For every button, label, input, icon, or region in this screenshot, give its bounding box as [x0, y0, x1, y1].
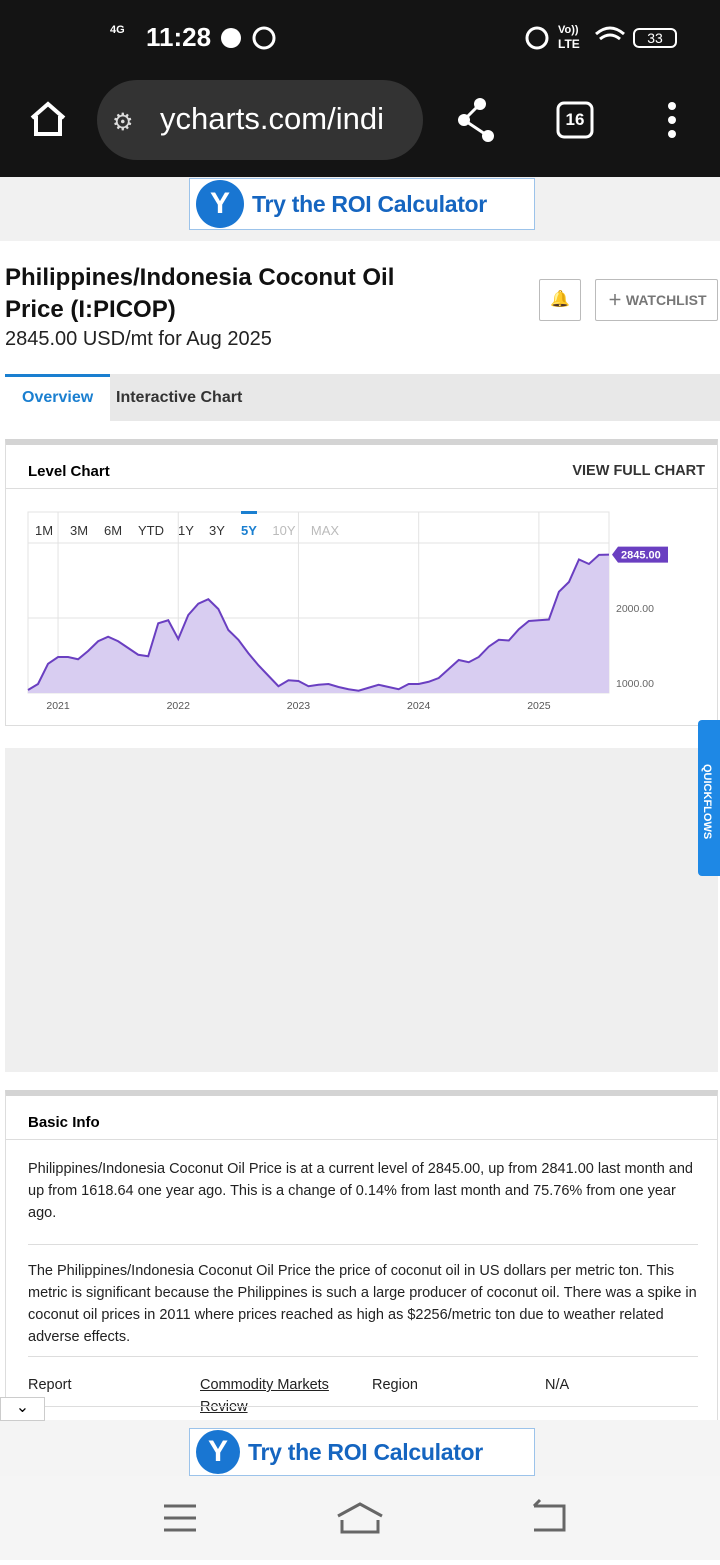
value-label-box: [612, 546, 668, 563]
range-button[interactable]: 5Y: [241, 523, 257, 538]
line: [27, 553, 610, 692]
status-icon: [221, 28, 241, 48]
menu-icon[interactable]: [668, 130, 676, 138]
info-label: Region: [372, 1377, 418, 1393]
tab-count[interactable]: 16: [565, 110, 585, 129]
paragraph: Philippines/Indonesia Coconut Oil Price …: [28, 1161, 693, 1221]
recent-button[interactable]: [164, 1504, 196, 1532]
lte: LTE: [558, 37, 580, 51]
info-value[interactable]: Commodity Markets Review: [200, 1377, 329, 1415]
range-button[interactable]: 1Y: [178, 523, 194, 538]
range-indicator: [241, 511, 257, 514]
url[interactable]: ycharts.com/indi: [160, 101, 384, 136]
chart: 1000.00 2000.00 2021 2022 2023 2024 2025 2845.0…: [27, 511, 668, 712]
battery: 33: [633, 28, 677, 48]
range-button[interactable]: 1M: [35, 523, 53, 538]
divider: [28, 1406, 698, 1407]
ad-banner[interactable]: Y Try the ROI Calculator: [189, 178, 535, 230]
network: 4G: [110, 24, 125, 36]
x-tick-label: 2021: [46, 700, 70, 712]
alert-button[interactable]: 🔔: [539, 279, 581, 321]
home-button[interactable]: [337, 1502, 383, 1534]
watchlist-button[interactable]: ＋ WATCHLIST: [595, 279, 718, 321]
y-tick-label: 2000.00: [616, 603, 654, 615]
range-button[interactable]: 3M: [70, 523, 88, 538]
tab-bar: Overview Interactive Chart: [5, 374, 720, 421]
x-tick-label: 2022: [167, 700, 191, 712]
url-bar[interactable]: [97, 80, 423, 160]
range-button[interactable]: 6M: [104, 523, 122, 538]
info-value: N/A: [545, 1377, 570, 1393]
watchlist-label[interactable]: WATCHLIST: [625, 292, 707, 308]
range-button[interactable]: 10Y: [272, 523, 295, 538]
top-bar: 4G 11:28 Vo)) LTE 33 ⚙ ycharts.com/indi …: [0, 0, 720, 177]
ad-text[interactable]: Try the ROI Calculator: [252, 190, 487, 217]
range-button[interactable]: MAX: [311, 523, 340, 538]
tab[interactable]: Overview: [5, 374, 111, 421]
area: [28, 554, 609, 693]
tabs-button[interactable]: [556, 101, 594, 139]
nav-bar: [0, 1476, 720, 1560]
card-title: Basic Info: [28, 1114, 100, 1131]
x-tick-label: 2023: [287, 700, 311, 712]
value-label: 2845.00: [621, 550, 661, 562]
nav-icons: [164, 1498, 566, 1534]
page-title: Philippines/Indonesia Coconut Oil Price …: [5, 264, 395, 323]
card-title: Level Chart: [28, 463, 110, 480]
range-button[interactable]: YTD: [138, 523, 164, 538]
wifi-icon: [595, 26, 625, 41]
time: 11:28: [146, 22, 212, 52]
x-tick-label: 2025: [527, 700, 551, 712]
quicklinks-label[interactable]: QUICKFLOWS: [701, 764, 713, 840]
share-icon[interactable]: [461, 102, 489, 138]
info-label: Report: [28, 1377, 72, 1393]
range-button[interactable]: 3Y: [209, 523, 225, 538]
back-button[interactable]: [532, 1498, 566, 1532]
alarm-icon: [525, 26, 549, 50]
browser-icons: [30, 26, 676, 160]
basic-info-card: Basic Info Philippines/Indonesia Coconut…: [5, 1090, 718, 1430]
ad-banner[interactable]: Y Try the ROI Calculator: [189, 1428, 535, 1476]
y-tick-label: 1000.00: [616, 678, 654, 690]
quicklinks-tab[interactable]: QUICKFLOWS: [698, 720, 720, 876]
status-icon: [252, 26, 276, 50]
volte: Vo)): [558, 24, 579, 36]
tab[interactable]: Interactive Chart: [116, 389, 243, 406]
home-icon[interactable]: [30, 101, 66, 136]
x-tick-label: 2024: [407, 700, 431, 712]
ad-text[interactable]: Try the ROI Calculator: [248, 1438, 483, 1465]
collapse-button[interactable]: ⌄: [0, 1397, 45, 1421]
paragraph: The Philippines/Indonesia Coconut Oil Pr…: [28, 1263, 697, 1345]
site-settings[interactable]: ⚙: [112, 109, 134, 136]
placeholder: [5, 748, 718, 1072]
view-full-chart[interactable]: VIEW FULL CHART: [572, 463, 705, 479]
subtitle: 2845.00 USD/mt for Aug 2025: [5, 328, 272, 350]
